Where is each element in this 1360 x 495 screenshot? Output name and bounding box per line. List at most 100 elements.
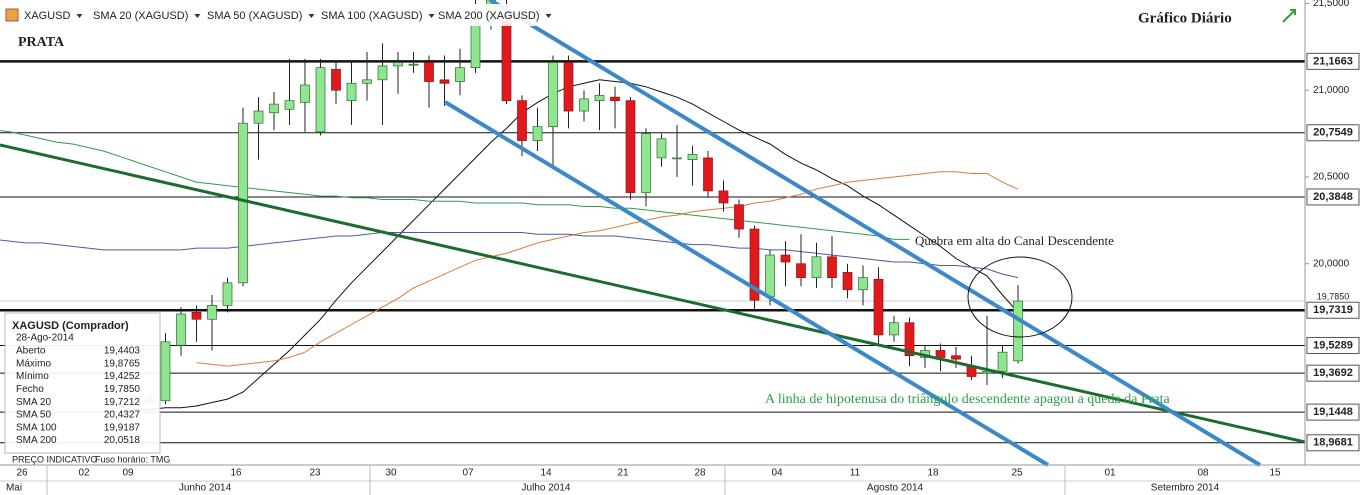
- month-label: Setembro 2014: [1151, 483, 1220, 494]
- candle-body: [734, 204, 744, 230]
- candle-body: [827, 256, 837, 278]
- level-label-box: [1306, 188, 1360, 206]
- candle-body: [656, 138, 667, 159]
- candle-body: [749, 228, 760, 301]
- candle-body: [873, 278, 884, 336]
- x-tick-label: 18: [927, 468, 939, 479]
- x-tick-label: 02: [78, 468, 90, 479]
- legend-dropdown: [76, 14, 83, 18]
- candle-body: [780, 254, 791, 263]
- channel-line: [488, 0, 1262, 467]
- month-label: Mai: [6, 483, 22, 494]
- tooltip-label: Fecho: [16, 384, 44, 395]
- legend-dropdown: [545, 14, 552, 18]
- candle-body: [563, 62, 574, 112]
- candle-body: [796, 263, 806, 278]
- candle-body: [238, 122, 248, 284]
- instrument-icon: [5, 8, 19, 22]
- x-tick-label: 16: [230, 468, 242, 479]
- tooltip-title: XAGUSD (Comprador): [12, 320, 129, 332]
- x-tick-label: 30: [385, 468, 397, 479]
- x-tick-label: 04: [771, 468, 783, 479]
- candle-body: [346, 82, 357, 101]
- sma-line: [0, 232, 1019, 279]
- y-tick-label: 21,5000: [1313, 0, 1350, 9]
- candle-body: [160, 341, 171, 402]
- candle-body: [455, 67, 465, 82]
- legend-dropdown: [428, 14, 435, 18]
- tooltip-value: 19,7212: [104, 397, 141, 408]
- candle-body: [517, 100, 527, 141]
- tooltip-value: 20,0518: [104, 435, 141, 446]
- candle-body: [408, 63, 419, 66]
- legend-dropdown: [308, 14, 315, 18]
- level-label: 21,1663: [1313, 55, 1353, 67]
- month-label: Junho 2014: [179, 483, 232, 494]
- y-tick-label: 21,0000: [1313, 85, 1350, 96]
- level-label-box: [1306, 403, 1360, 421]
- candle-body: [207, 305, 217, 320]
- legend-entry[interactable]: XAGUSD: [24, 10, 71, 22]
- level-label-box: [1306, 301, 1360, 319]
- channel-line: [443, 100, 1050, 467]
- candle-body: [951, 355, 961, 360]
- candle-body: [594, 95, 605, 101]
- candle-body: [579, 98, 589, 112]
- level-label: 19,3692: [1313, 367, 1353, 379]
- candle-body: [703, 157, 713, 192]
- legend-entry[interactable]: SMA 50 (XAGUSD): [207, 10, 302, 22]
- x-tick-label: 23: [309, 468, 321, 479]
- level-label: 19,5289: [1313, 339, 1353, 351]
- candle-body: [331, 69, 341, 91]
- x-tick-label: 11: [850, 468, 861, 479]
- month-label: Agosto 2014: [867, 483, 924, 494]
- candle-body: [672, 157, 682, 160]
- candle-body: [889, 322, 899, 336]
- x-tick-label: 28: [694, 468, 706, 479]
- footer-note: Fuso horário: TMG: [95, 454, 170, 464]
- expand-icon[interactable]: [1282, 9, 1296, 23]
- level-label: 19,1448: [1313, 406, 1353, 418]
- candle-body: [176, 313, 186, 346]
- x-tick-label: 15: [1269, 468, 1281, 479]
- candle-body: [935, 350, 946, 358]
- chart-subtitle: PRATA: [18, 35, 65, 50]
- chart-title: Gráfico Diário: [1138, 10, 1232, 26]
- legend-entry[interactable]: SMA 200 (XAGUSD): [438, 10, 539, 22]
- footer-note: PREÇO INDICATIVO: [12, 454, 97, 464]
- tooltip-label: Mínimo: [16, 371, 49, 382]
- level-label: 19,7319: [1313, 304, 1353, 316]
- tooltip-value: 19,8765: [104, 358, 141, 369]
- tooltip-label: Aberto: [16, 346, 46, 357]
- candle-body: [501, 20, 512, 101]
- tooltip-value: 19,7850: [104, 384, 141, 395]
- candle-body: [1013, 300, 1023, 362]
- tooltip: XAGUSD (Comprador)28-Ago-2014 Aberto 19,44…: [4, 312, 161, 454]
- candle-body: [765, 254, 775, 298]
- y-tick-label: 20,0000: [1313, 258, 1350, 269]
- candle-body: [641, 133, 651, 193]
- x-tick-label: 25: [1011, 468, 1023, 479]
- tooltip-box: [4, 312, 161, 454]
- legend-entry[interactable]: SMA 20 (XAGUSD): [93, 10, 188, 22]
- candle-body: [532, 126, 543, 141]
- legend-entry[interactable]: SMA 100 (XAGUSD): [321, 10, 422, 22]
- x-tick-label: 09: [122, 468, 134, 479]
- tooltip-value: 19,9187: [104, 422, 141, 433]
- candle-body: [625, 100, 636, 193]
- x-tick-label: 01: [1104, 468, 1116, 479]
- annotation: Quebra em alta do Canal Descendente: [915, 233, 1114, 248]
- tooltip-label: Máximo: [16, 358, 51, 369]
- x-tick-label: 07: [462, 468, 474, 479]
- level-label: 18,9681: [1313, 437, 1353, 449]
- candle-body: [191, 311, 202, 320]
- candle-body: [470, 18, 481, 69]
- sma-line: [0, 130, 910, 240]
- legend-dropdown: [194, 14, 201, 18]
- x-tick-label: 14: [540, 468, 552, 479]
- tooltip-value: 20,4327: [104, 410, 141, 421]
- sma-line: [134, 79, 1019, 410]
- annotation: A linha de hipotenusa do triângulo desce…: [765, 392, 1170, 407]
